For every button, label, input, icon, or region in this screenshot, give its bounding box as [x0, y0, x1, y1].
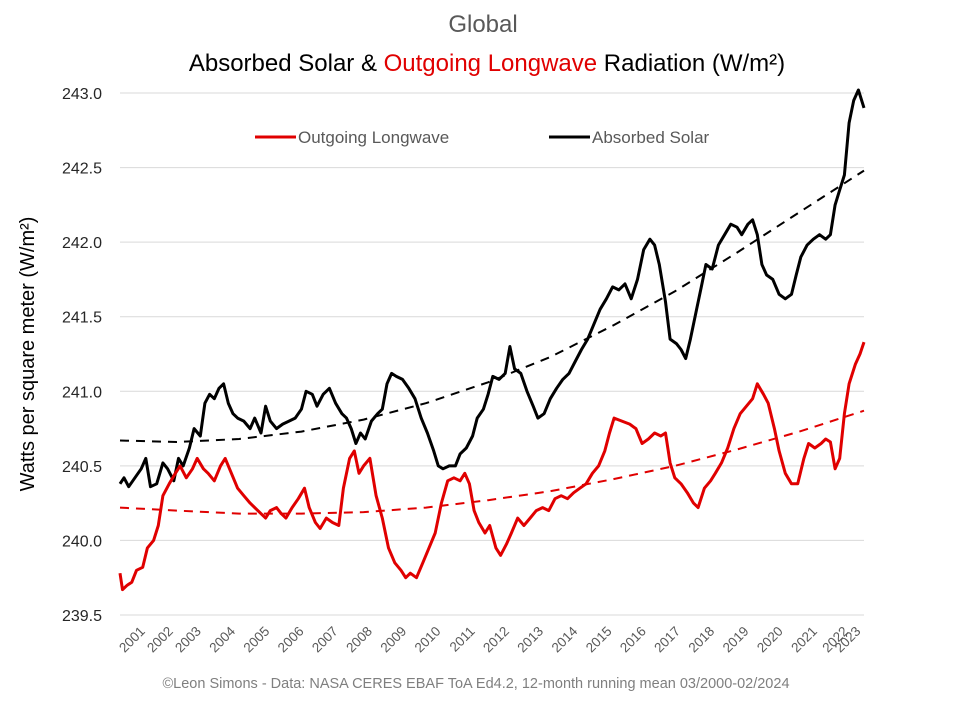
y-axis-ticks: 239.5 240.0 240.5 241.0 241.5 242.0 242.5 243.0 — [62, 86, 102, 625]
x-tick-label: 2007 — [309, 624, 341, 656]
y-tick-label: 241.5 — [62, 310, 102, 327]
x-tick-label: 2018 — [686, 624, 718, 656]
series-line-absorbed-solar — [118, 88, 866, 489]
footer-credit: ©Leon Simons - Data: NASA CERES EBAF ToA… — [162, 676, 789, 692]
x-tick-label: 2021 — [788, 624, 820, 656]
x-tick-label: 2017 — [651, 624, 683, 656]
legend-label-outgoing-longwave: Outgoing Longwave — [298, 128, 449, 147]
chart-subtitle: Absorbed Solar & Outgoing Longwave Radia… — [189, 50, 785, 77]
x-tick-label: 2008 — [343, 624, 375, 656]
x-tick-label: 2014 — [549, 623, 581, 655]
series-group — [118, 88, 866, 592]
y-tick-label: 239.5 — [62, 608, 102, 625]
chart-title: Global — [448, 11, 517, 38]
y-tick-label: 242.0 — [62, 235, 102, 252]
y-tick-label: 242.5 — [62, 161, 102, 178]
x-tick-label: 2003 — [172, 624, 204, 656]
x-tick-label: 2013 — [514, 624, 546, 656]
subtitle-part-1: Absorbed Solar & — [189, 50, 384, 77]
x-tick-label: 2019 — [720, 624, 752, 656]
subtitle-part-2: Outgoing Longwave — [384, 50, 598, 77]
x-tick-label: 2016 — [617, 624, 649, 656]
y-tick-label: 241.0 — [62, 384, 102, 401]
legend: Outgoing Longwave Absorbed Solar — [255, 128, 710, 147]
y-tick-label: 240.5 — [62, 459, 102, 476]
x-tick-label: 2002 — [144, 624, 176, 656]
x-tick-label: 2015 — [583, 624, 615, 656]
x-tick-label: 2011 — [447, 624, 478, 655]
x-tick-label: 2009 — [377, 624, 409, 656]
x-tick-label: 2010 — [412, 624, 444, 656]
x-tick-label: 2004 — [206, 623, 238, 655]
y-axis-label: Watts per square meter (W/m²) — [17, 217, 39, 492]
subtitle-part-3: Radiation (W/m²) — [597, 50, 785, 77]
x-tick-label: 2005 — [241, 624, 273, 656]
legend-label-absorbed-solar: Absorbed Solar — [592, 128, 710, 147]
gridlines — [120, 92, 864, 616]
x-tick-label: 2012 — [480, 624, 512, 656]
series-line-absorbed-solar-trend — [119, 169, 865, 443]
series-line-outgoing-longwave — [118, 341, 866, 592]
y-tick-label: 243.0 — [62, 86, 102, 103]
x-tick-label: 2001 — [116, 624, 148, 656]
x-tick-label: 2020 — [754, 624, 786, 656]
y-tick-label: 240.0 — [62, 533, 102, 550]
x-tick-label: 2006 — [275, 624, 307, 656]
series-line-outgoing-longwave-trend — [119, 409, 865, 515]
